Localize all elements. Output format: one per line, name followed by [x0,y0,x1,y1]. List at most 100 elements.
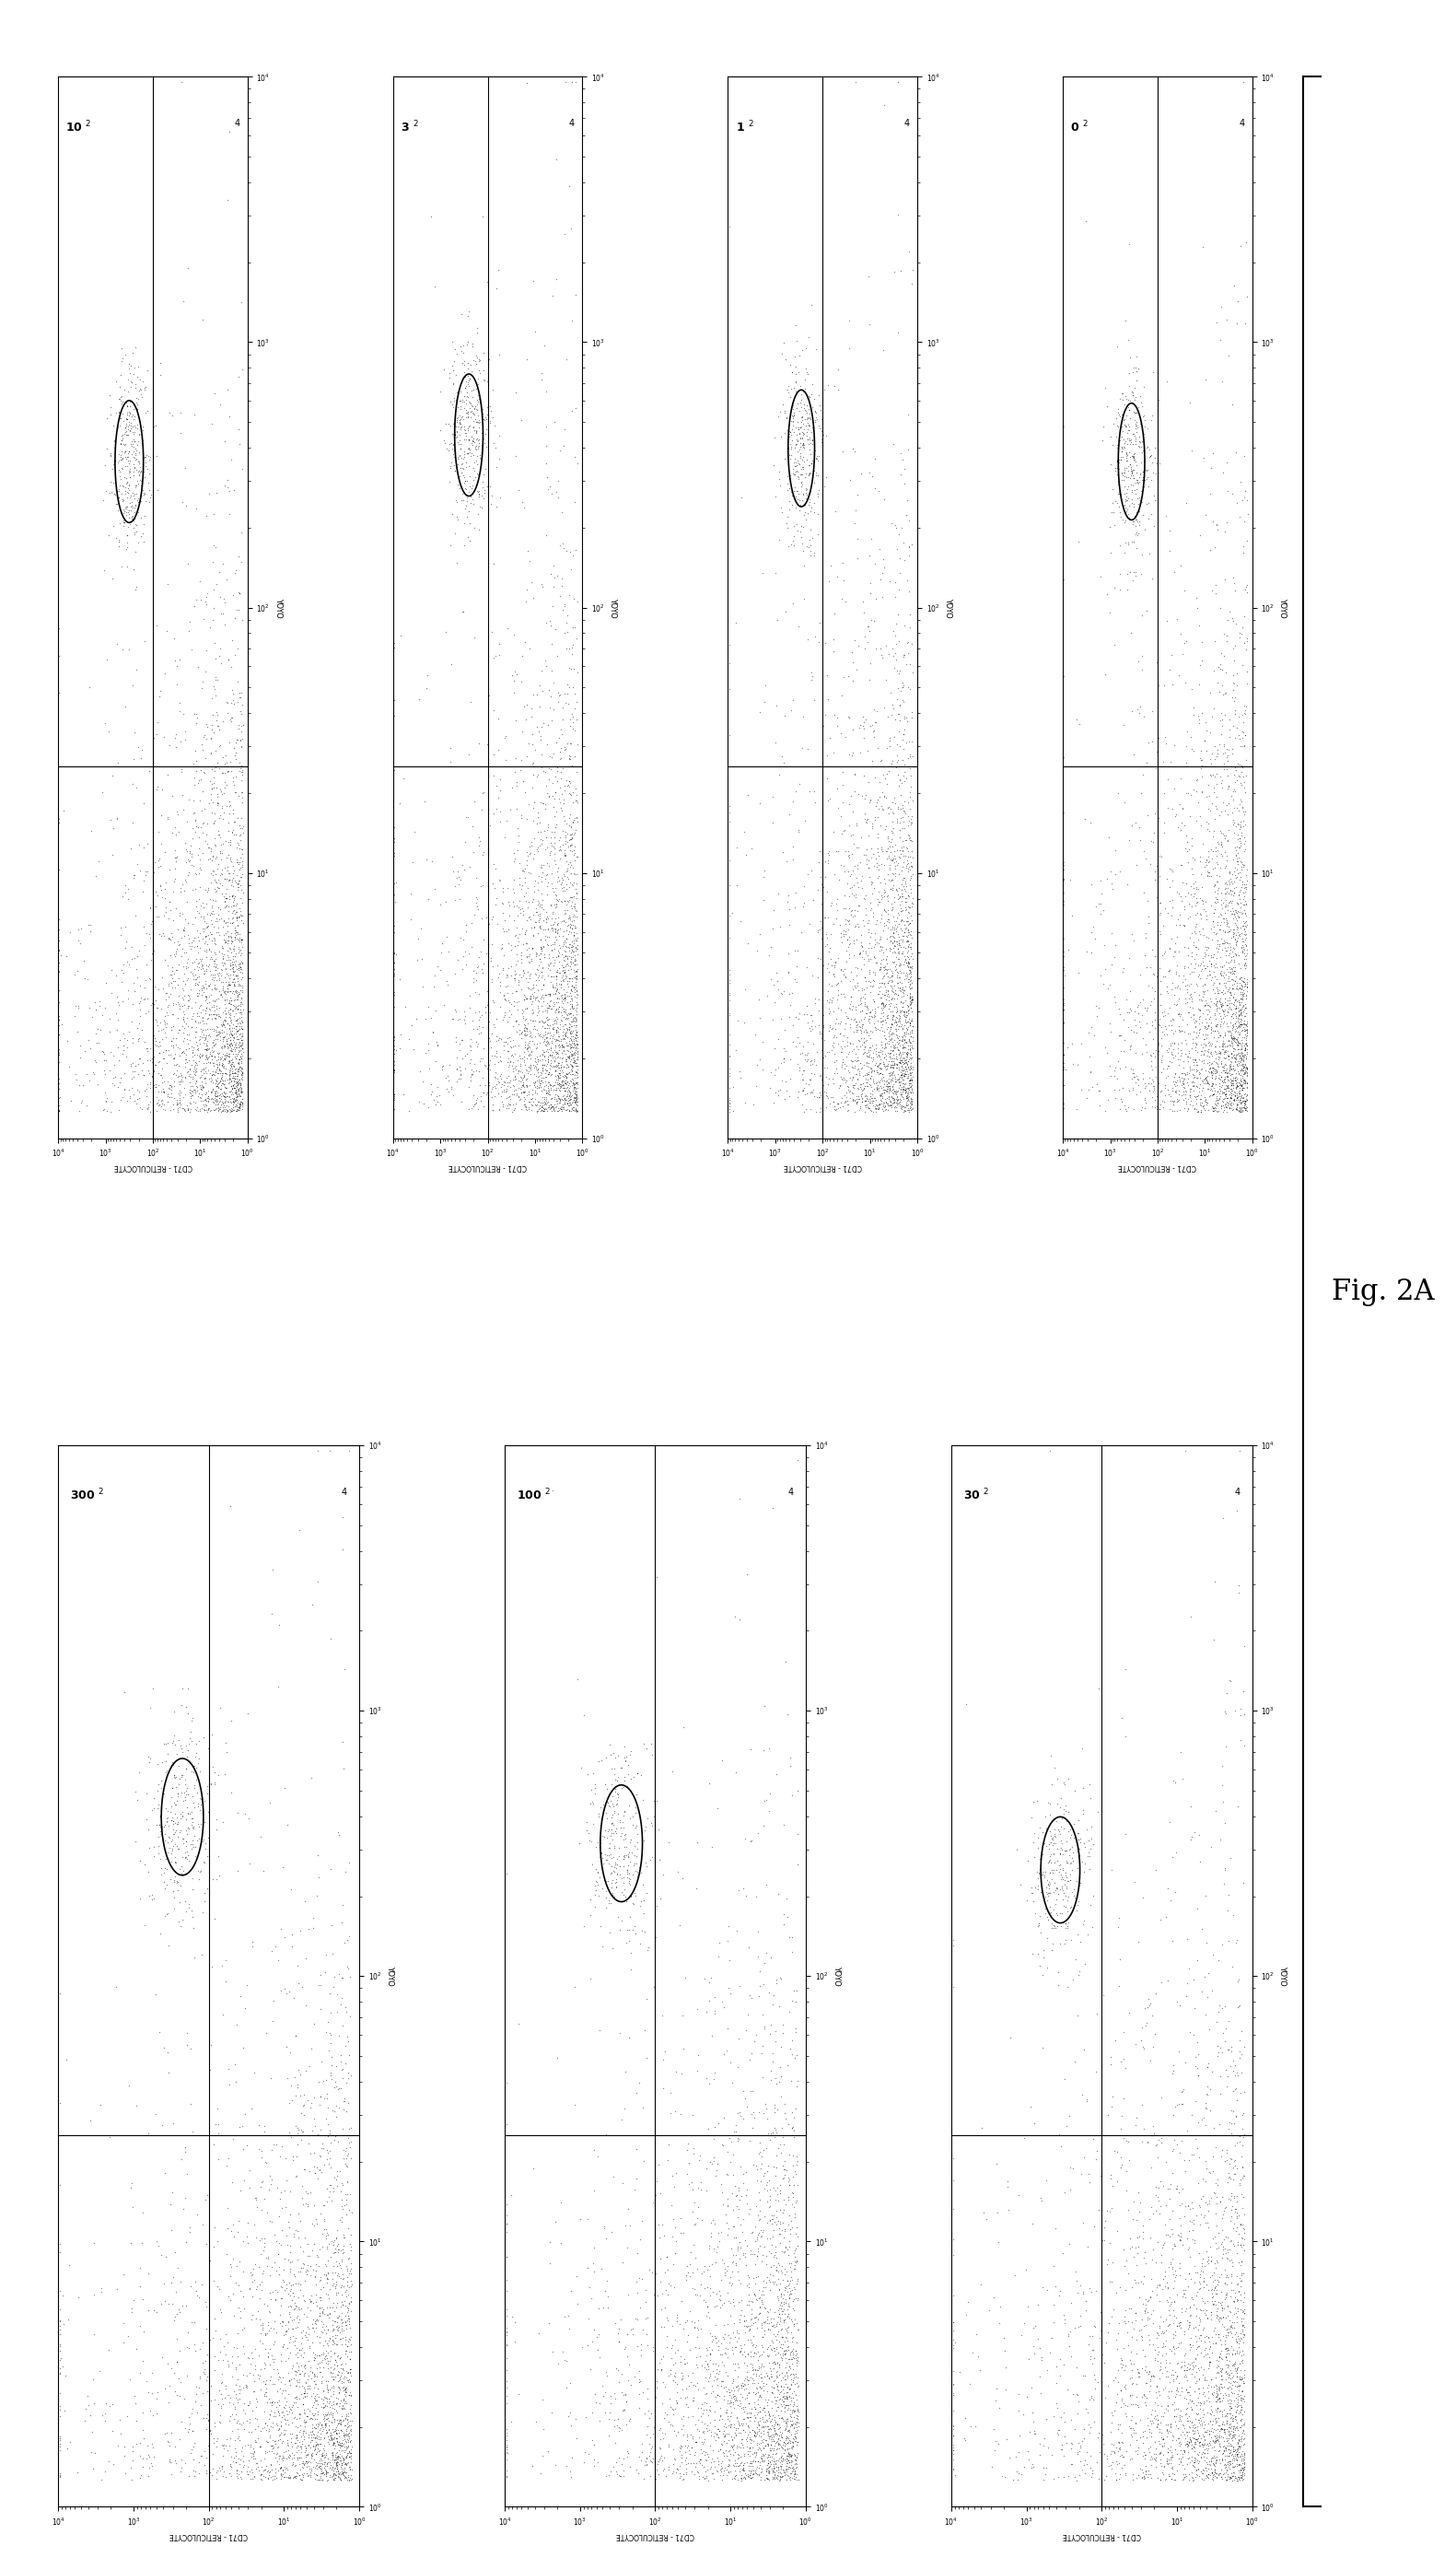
Point [728,2435,751,2476]
Point [1201,755,1224,796]
Point [1168,2220,1191,2261]
Point [770,2274,794,2315]
Point [495,2202,518,2243]
Point [1060,2335,1083,2376]
Point [1206,1046,1229,1087]
Point [711,1739,734,1780]
Point [763,2456,786,2497]
Point [119,422,143,463]
Point [1224,1033,1248,1074]
Point [1181,1062,1204,1102]
Point [220,1067,243,1108]
Point [217,982,240,1023]
Point [1153,2346,1176,2387]
Point [1214,872,1238,913]
Point [542,872,565,913]
Point [1211,990,1235,1031]
Point [169,683,192,724]
Point [732,2433,756,2474]
Point [48,1090,71,1131]
Point [221,1008,245,1049]
Point [764,2320,788,2361]
Point [409,908,432,949]
Point [1229,1087,1252,1128]
Point [1223,2374,1246,2415]
Point [986,2192,1009,2233]
Point [1213,993,1236,1033]
Point [198,2049,221,2090]
Point [566,1031,590,1072]
Point [642,1967,665,2008]
Point [895,1077,919,1118]
Point [897,1074,920,1115]
Point [182,1069,205,1110]
Point [1219,2407,1242,2448]
Point [162,1814,185,1855]
Point [170,1033,194,1074]
Point [1227,2323,1251,2364]
Point [1207,796,1230,836]
Point [463,506,486,547]
Point [204,2310,227,2351]
Point [1185,760,1208,801]
Point [526,1059,549,1100]
Point [226,975,249,1016]
Point [1159,2164,1182,2205]
Point [1192,2402,1216,2443]
Point [706,2374,729,2415]
Point [483,1008,507,1049]
Point [836,1033,859,1074]
Point [1224,1090,1248,1131]
Point [217,803,240,844]
Point [556,1026,579,1067]
Point [888,1003,911,1044]
Point [488,1036,511,1077]
Point [167,1064,191,1105]
Point [194,1880,217,1921]
Point [275,2422,298,2463]
Point [511,908,534,949]
Point [1222,266,1245,307]
Point [1230,969,1254,1010]
Point [558,2397,581,2438]
Point [786,2433,810,2474]
Point [1127,491,1150,532]
Point [533,829,556,870]
Point [764,2402,788,2443]
Point [750,2369,773,2410]
Point [159,1860,182,1901]
Point [1185,2295,1208,2335]
Point [470,425,494,466]
Point [224,1000,248,1041]
Point [466,471,489,512]
Point [502,954,526,995]
Point [559,806,582,847]
Point [1233,941,1257,982]
Point [744,2371,767,2412]
Point [778,793,801,834]
Point [383,1074,406,1115]
Point [555,683,578,724]
Point [130,1049,153,1090]
Point [630,2433,654,2474]
Point [553,921,577,962]
Point [732,2300,756,2341]
Point [888,1062,911,1102]
Point [162,2353,185,2394]
Point [1210,985,1233,1026]
Point [268,2358,291,2399]
Point [329,2399,352,2440]
Point [1098,593,1121,634]
Point [735,2182,759,2223]
Point [543,1064,566,1105]
Point [837,783,860,824]
Point [106,1039,130,1079]
Point [217,964,240,1005]
Point [48,1090,71,1131]
Point [118,458,141,499]
Point [48,2325,71,2366]
Point [1035,1860,1059,1901]
Point [226,2451,249,2491]
Point [128,1087,151,1128]
Point [278,2323,301,2364]
